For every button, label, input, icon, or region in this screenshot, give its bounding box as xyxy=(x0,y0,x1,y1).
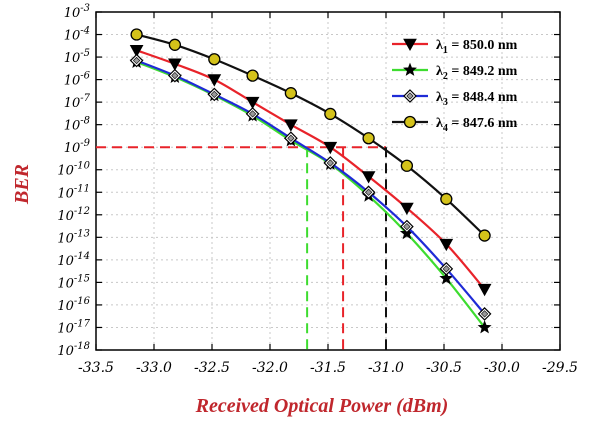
x-tick-labels: -33.5 -33.0 -32.5 -32.0 -31.5 -31.0 -30.5 -30.0… xyxy=(78,360,578,376)
legend-item: λ2 = 849.2 nm xyxy=(392,62,518,82)
x-tick-label: -30.5 xyxy=(426,360,462,376)
y-tick-label: 10-5 xyxy=(64,48,90,66)
diamond-inner xyxy=(364,188,373,196)
x-axis-title: Received Optical Power (dBm) xyxy=(195,395,449,417)
series-1 xyxy=(129,44,492,297)
data-point-diamond xyxy=(284,131,298,146)
y-tick-label: 10-10 xyxy=(57,161,90,179)
x-tick-label: -33.5 xyxy=(78,360,114,376)
series-line xyxy=(136,33,486,237)
diamond-inner xyxy=(406,92,414,100)
data-point-circle xyxy=(130,28,143,41)
data-point-triangle xyxy=(400,202,414,216)
data-point-circle xyxy=(324,107,337,121)
grid xyxy=(95,11,561,351)
y-tick-label: 10-8 xyxy=(64,116,90,134)
data-point-triangle xyxy=(129,44,144,58)
legend-label: λ2 = 849.2 nm xyxy=(436,64,518,82)
data-point-diamond xyxy=(400,219,414,234)
y-axis-title: BER xyxy=(11,164,33,205)
data-point-diamond xyxy=(403,89,417,103)
data-point-star xyxy=(403,62,417,76)
y-tick-label: 10-6 xyxy=(64,71,91,89)
y-tick-labels: 10-18 10-17 10-16 10-15 10-14 10-13 10-12 10-11… xyxy=(57,3,90,359)
series-4 xyxy=(130,28,491,242)
legend-label: λ1 = 850.0 nm xyxy=(436,38,518,56)
data-point-triangle xyxy=(477,283,492,297)
data-point-diamond xyxy=(323,156,338,170)
diamond-inner xyxy=(403,222,411,231)
y-tick-label: 10-12 xyxy=(57,206,90,224)
x-tick-label: -30.0 xyxy=(484,360,520,376)
diamond-inner xyxy=(287,134,295,142)
y-tick-label: 10-17 xyxy=(57,318,90,336)
reference-lines xyxy=(96,146,387,350)
legend-label: λ3 = 848.4 nm xyxy=(436,90,518,108)
legend-item: λ1 = 850.0 nm xyxy=(392,38,518,56)
legend-item: λ4 = 847.6 nm xyxy=(392,115,518,134)
data-point-diamond xyxy=(207,87,222,102)
diamond-inner xyxy=(171,72,179,80)
data-point-circle xyxy=(478,229,491,242)
legend-label: λ4 = 847.6 nm xyxy=(436,116,518,134)
data-point-circle xyxy=(284,87,298,100)
y-tick-label: 10-9 xyxy=(64,138,91,156)
data-point-circle xyxy=(403,115,417,129)
data-point-star xyxy=(477,320,492,334)
diamond-inner xyxy=(480,310,489,318)
y-tick-label: 10-13 xyxy=(57,228,90,246)
diamond-inner xyxy=(326,159,334,167)
data-point-triangle xyxy=(284,119,298,132)
data-point-triangle xyxy=(323,141,338,155)
data-point-circle xyxy=(208,53,221,66)
y-tick-label: 10-14 xyxy=(57,251,90,269)
diamond-inner xyxy=(210,90,218,99)
data-point-circle xyxy=(168,38,182,51)
data-point-diamond xyxy=(361,185,376,200)
x-tick-label: -32.0 xyxy=(252,360,288,376)
series-group xyxy=(129,28,492,334)
data-point-triangle xyxy=(245,96,260,110)
data-point-circle xyxy=(440,192,453,206)
x-tick-label: -32.5 xyxy=(194,360,230,376)
legend-item: λ3 = 848.4 nm xyxy=(392,89,518,108)
data-point-diamond xyxy=(168,68,182,83)
data-point-diamond xyxy=(129,53,144,68)
legend: λ1 = 850.0 nm λ2 = 849.2 nm λ3 = 848.4 nm λ… xyxy=(392,38,518,134)
data-point-triangle xyxy=(207,74,222,87)
data-point-triangle xyxy=(403,38,417,52)
diamond-inner xyxy=(132,56,141,65)
series-line xyxy=(136,49,486,290)
data-point-circle xyxy=(362,132,375,145)
data-point-triangle xyxy=(439,238,454,252)
data-point-diamond xyxy=(245,107,260,121)
y-tick-label: 10-4 xyxy=(64,26,90,44)
data-point-star xyxy=(439,271,454,285)
series-3 xyxy=(129,53,492,321)
x-tick-label: -29.5 xyxy=(542,360,578,376)
x-tick-label: -33.0 xyxy=(136,360,172,376)
data-point-diamond xyxy=(477,307,492,321)
y-tick-label: 10-16 xyxy=(57,296,90,314)
data-point-circle xyxy=(246,69,259,82)
x-tick-label: -31.5 xyxy=(310,360,346,376)
y-tick-label: 10-18 xyxy=(57,341,90,359)
y-tick-label: 10-15 xyxy=(57,273,90,291)
x-tick-label: -31.0 xyxy=(368,360,404,376)
data-point-circle xyxy=(400,159,414,172)
data-point-diamond xyxy=(439,261,454,276)
y-tick-label: 10-3 xyxy=(64,3,90,21)
diamond-inner xyxy=(248,110,257,118)
axes xyxy=(95,11,561,351)
data-point-triangle xyxy=(168,58,182,71)
series-line xyxy=(136,59,486,315)
y-tick-label: 10-11 xyxy=(57,183,90,201)
y-tick-label: 10-7 xyxy=(64,93,91,111)
data-point-triangle xyxy=(361,171,376,184)
diamond-inner xyxy=(442,265,450,273)
